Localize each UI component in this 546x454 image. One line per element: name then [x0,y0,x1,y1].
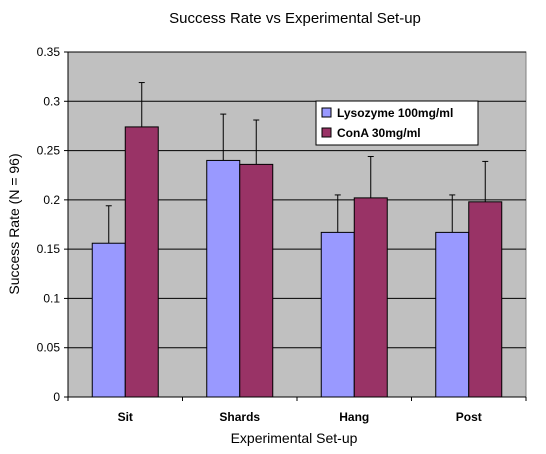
bar [91,242,126,398]
error-bars [105,82,489,244]
legend-label: ConA 30mg/ml [337,126,421,140]
x-category-labels: Sit Shards Hang Post [118,410,482,424]
x-axis-title: Experimental Set-up [231,430,358,446]
x-category-label: Hang [339,410,369,424]
bar [124,126,159,398]
axes [64,51,527,401]
y-tick-label: 0.2 [43,193,60,207]
x-category-label: Shards [219,410,260,424]
bar [468,201,503,398]
bar [320,231,355,398]
legend-swatch [321,127,332,138]
y-tick-label: 0 [53,390,60,404]
y-tick-label: 0.25 [37,144,61,158]
y-tick-labels: 0 0.05 0.1 0.15 0.2 0.25 0.3 0.35 [37,45,61,404]
y-tick-label: 0.05 [37,341,61,355]
y-axis-title: Success Rate (N = 96) [6,153,22,294]
bar [239,163,274,398]
chart-title: Success Rate vs Experimental Set-up [169,10,421,27]
x-category-label: Sit [118,410,133,424]
y-tick-label: 0.3 [43,94,60,108]
bar [353,197,388,398]
legend-label: Lysozyme 100mg/ml [337,106,453,120]
y-tick-label: 0.1 [43,291,60,305]
legend-box [315,100,479,146]
legend-swatch [321,107,332,118]
x-category-label: Post [456,410,482,424]
y-tick-label: 0.35 [37,45,61,59]
y-tick-label: 0.15 [37,242,61,256]
bars [91,126,503,398]
bar [206,159,241,398]
bar [435,231,470,398]
legend: Lysozyme 100mg/ml ConA 30mg/ml [315,100,479,146]
